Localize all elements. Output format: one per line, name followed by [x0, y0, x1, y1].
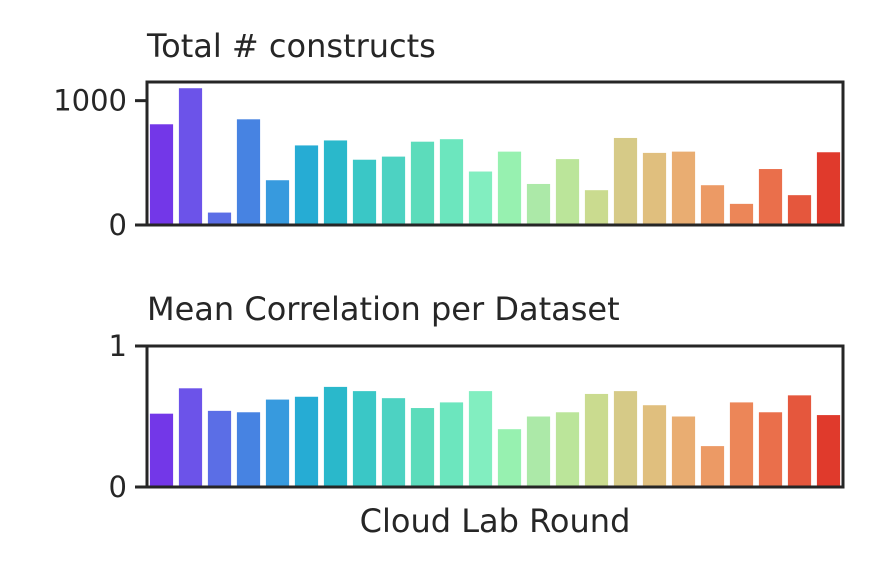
- bar-mean-correlation-13: [497, 429, 522, 487]
- bar-mean-correlation-23: [787, 395, 812, 487]
- bar-total-constructs-4: [236, 119, 261, 225]
- bar-total-constructs-8: [352, 159, 377, 225]
- bar-total-constructs-24: [816, 152, 841, 225]
- bar-total-constructs-23: [787, 195, 812, 225]
- bar-mean-correlation-6: [294, 396, 319, 487]
- bar-mean-correlation-9: [381, 398, 406, 487]
- bar-total-constructs-6: [294, 145, 319, 225]
- bar-total-constructs-22: [758, 169, 783, 225]
- x-axis-label: Cloud Lab Round: [360, 502, 631, 540]
- bar-mean-correlation-3: [207, 410, 232, 487]
- bar-total-constructs-21: [729, 203, 754, 225]
- y-tick-label-total-constructs-1000: 1000: [53, 84, 127, 118]
- bar-total-constructs-17: [613, 137, 638, 225]
- bar-mean-correlation-19: [671, 416, 696, 487]
- bar-total-constructs-2: [178, 88, 203, 225]
- bar-total-constructs-19: [671, 151, 696, 225]
- bar-mean-correlation-22: [758, 412, 783, 487]
- bar-total-constructs-16: [584, 190, 609, 225]
- bar-mean-correlation-17: [613, 391, 638, 487]
- bar-mean-correlation-18: [642, 405, 667, 487]
- chart-title-mean-correlation: Mean Correlation per Dataset: [147, 290, 620, 328]
- bar-mean-correlation-14: [526, 416, 551, 487]
- bar-mean-correlation-20: [700, 446, 725, 487]
- bar-total-constructs-5: [265, 180, 290, 225]
- bar-total-constructs-11: [439, 139, 464, 225]
- bar-mean-correlation-24: [816, 415, 841, 487]
- chart-total-constructs: Total # constructs 0 1000: [53, 27, 845, 242]
- bar-mean-correlation-5: [265, 399, 290, 487]
- axes-frame-mean-correlation: [145, 344, 845, 489]
- bar-total-constructs-1: [149, 124, 174, 225]
- bar-mean-correlation-7: [323, 386, 348, 487]
- bar-total-constructs-9: [381, 156, 406, 225]
- bar-mean-correlation-16: [584, 393, 609, 487]
- bars-mean-correlation: [149, 386, 841, 487]
- bar-mean-correlation-4: [236, 412, 261, 487]
- bar-total-constructs-12: [468, 171, 493, 225]
- axes-frame-total-constructs: [145, 80, 845, 227]
- y-axis-mean-correlation: 01: [109, 329, 147, 504]
- bar-mean-correlation-21: [729, 402, 754, 487]
- bar-mean-correlation-2: [178, 388, 203, 487]
- bar-total-constructs-7: [323, 140, 348, 225]
- bar-total-constructs-15: [555, 159, 580, 225]
- bar-total-constructs-14: [526, 183, 551, 225]
- y-tick-label-mean-correlation-1: 1: [109, 329, 127, 363]
- bar-mean-correlation-8: [352, 391, 377, 487]
- bar-total-constructs-18: [642, 152, 667, 225]
- y-tick-label-mean-correlation-0: 0: [109, 470, 127, 504]
- bar-total-constructs-3: [207, 212, 232, 225]
- bar-total-constructs-10: [410, 141, 435, 225]
- y-tick-label-total-constructs-0: 0: [109, 208, 127, 242]
- y-axis-total-constructs: 0 1000: [53, 84, 147, 242]
- bar-mean-correlation-12: [468, 391, 493, 487]
- chart-mean-correlation: Mean Correlation per Dataset 01 Cloud La…: [109, 290, 845, 540]
- bar-total-constructs-13: [497, 151, 522, 225]
- bar-mean-correlation-10: [410, 408, 435, 487]
- bars-total-constructs: [149, 88, 841, 225]
- chart-title-total-constructs: Total # constructs: [146, 27, 436, 65]
- bar-mean-correlation-11: [439, 402, 464, 487]
- bar-total-constructs-20: [700, 185, 725, 225]
- bar-mean-correlation-1: [149, 413, 174, 487]
- bar-mean-correlation-15: [555, 412, 580, 487]
